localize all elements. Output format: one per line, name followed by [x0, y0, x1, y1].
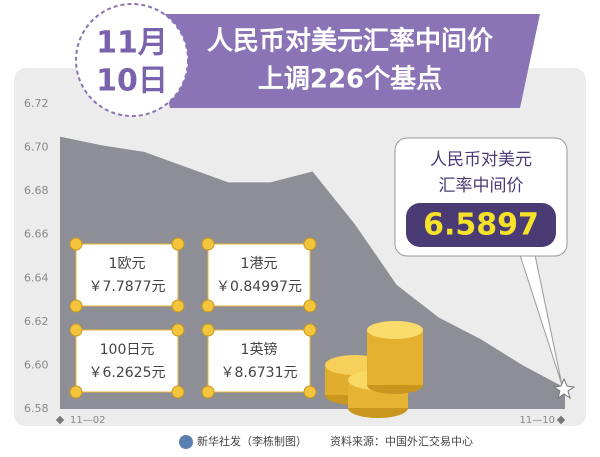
title-banner [150, 14, 540, 108]
date-day: 10日 [96, 64, 168, 99]
y-tick-label: 6.64 [24, 271, 49, 284]
card [75, 243, 179, 307]
card-rate: ￥6.2625元 [89, 365, 166, 381]
card-rate: ￥7.7877元 [89, 279, 166, 295]
card [207, 329, 311, 393]
cards: 1欧元 ￥7.7877元 1港元 ￥0.84997元 100日元 ￥6.2625元 1英镑 ￥… [69, 237, 317, 399]
card-bolt [201, 299, 215, 313]
callout-label: 人民币对美元 [430, 150, 532, 170]
card-bolt [69, 237, 83, 251]
chart-title: 人民币对美元汇率中间价 [207, 26, 494, 57]
y-tick-label: 6.68 [24, 184, 49, 197]
y-tick-label: 6.60 [24, 358, 49, 371]
x-tick-diamond [55, 415, 65, 425]
logo [179, 435, 193, 449]
card-bolt [303, 299, 317, 313]
y-tick-label: 6.66 [24, 228, 49, 241]
card-rate: ￥8.6731元 [221, 365, 298, 381]
chart-subtitle: 上调226个基点 [258, 64, 442, 95]
card-name: 1英镑 [241, 341, 278, 358]
coins [325, 321, 423, 418]
card-name: 1欧元 [109, 256, 146, 272]
area [60, 136, 565, 409]
card-bolt [171, 299, 185, 313]
callout-label: 汇率中间价 [439, 176, 524, 196]
card-bolt [303, 323, 317, 337]
x-tick-diamond [556, 415, 566, 425]
card-bolt [303, 385, 317, 399]
y-tick-label: 6.62 [24, 315, 49, 328]
card-bolt [201, 323, 215, 337]
date-badge [75, 3, 189, 117]
plot-area: 6.58 6.60 6.62 6.64 6.66 6.68 6.70 6.72 [24, 97, 565, 415]
card-bolt [303, 237, 317, 251]
y-tick-label: 6.72 [24, 97, 49, 110]
card-name: 100日元 [100, 342, 155, 358]
card-bolt [201, 385, 215, 399]
source: 资料来源：中国外汇交易中心 [330, 434, 473, 448]
y-tick-label: 6.58 [24, 402, 49, 415]
card-bolt [69, 385, 83, 399]
x-tick-label: 11—10 [520, 415, 555, 426]
date-month: 11月 [96, 26, 168, 61]
y-tick-label: 6.70 [24, 141, 49, 154]
card-bolt [171, 237, 185, 251]
card-bolt [171, 385, 185, 399]
card-rate: ￥0.84997元 [216, 279, 302, 295]
credit: 新华社发（李栋制图） [197, 434, 307, 448]
callout [394, 137, 576, 400]
card-bolt [171, 323, 185, 337]
card-bolt [69, 299, 83, 313]
card-name: 1港元 [241, 256, 278, 272]
x-tick-label: 11—02 [70, 415, 105, 426]
card [207, 243, 311, 307]
card-bolt [201, 237, 215, 251]
callout-value: 6.5897 [423, 208, 539, 243]
card [75, 329, 179, 393]
card-bolt [69, 323, 83, 337]
